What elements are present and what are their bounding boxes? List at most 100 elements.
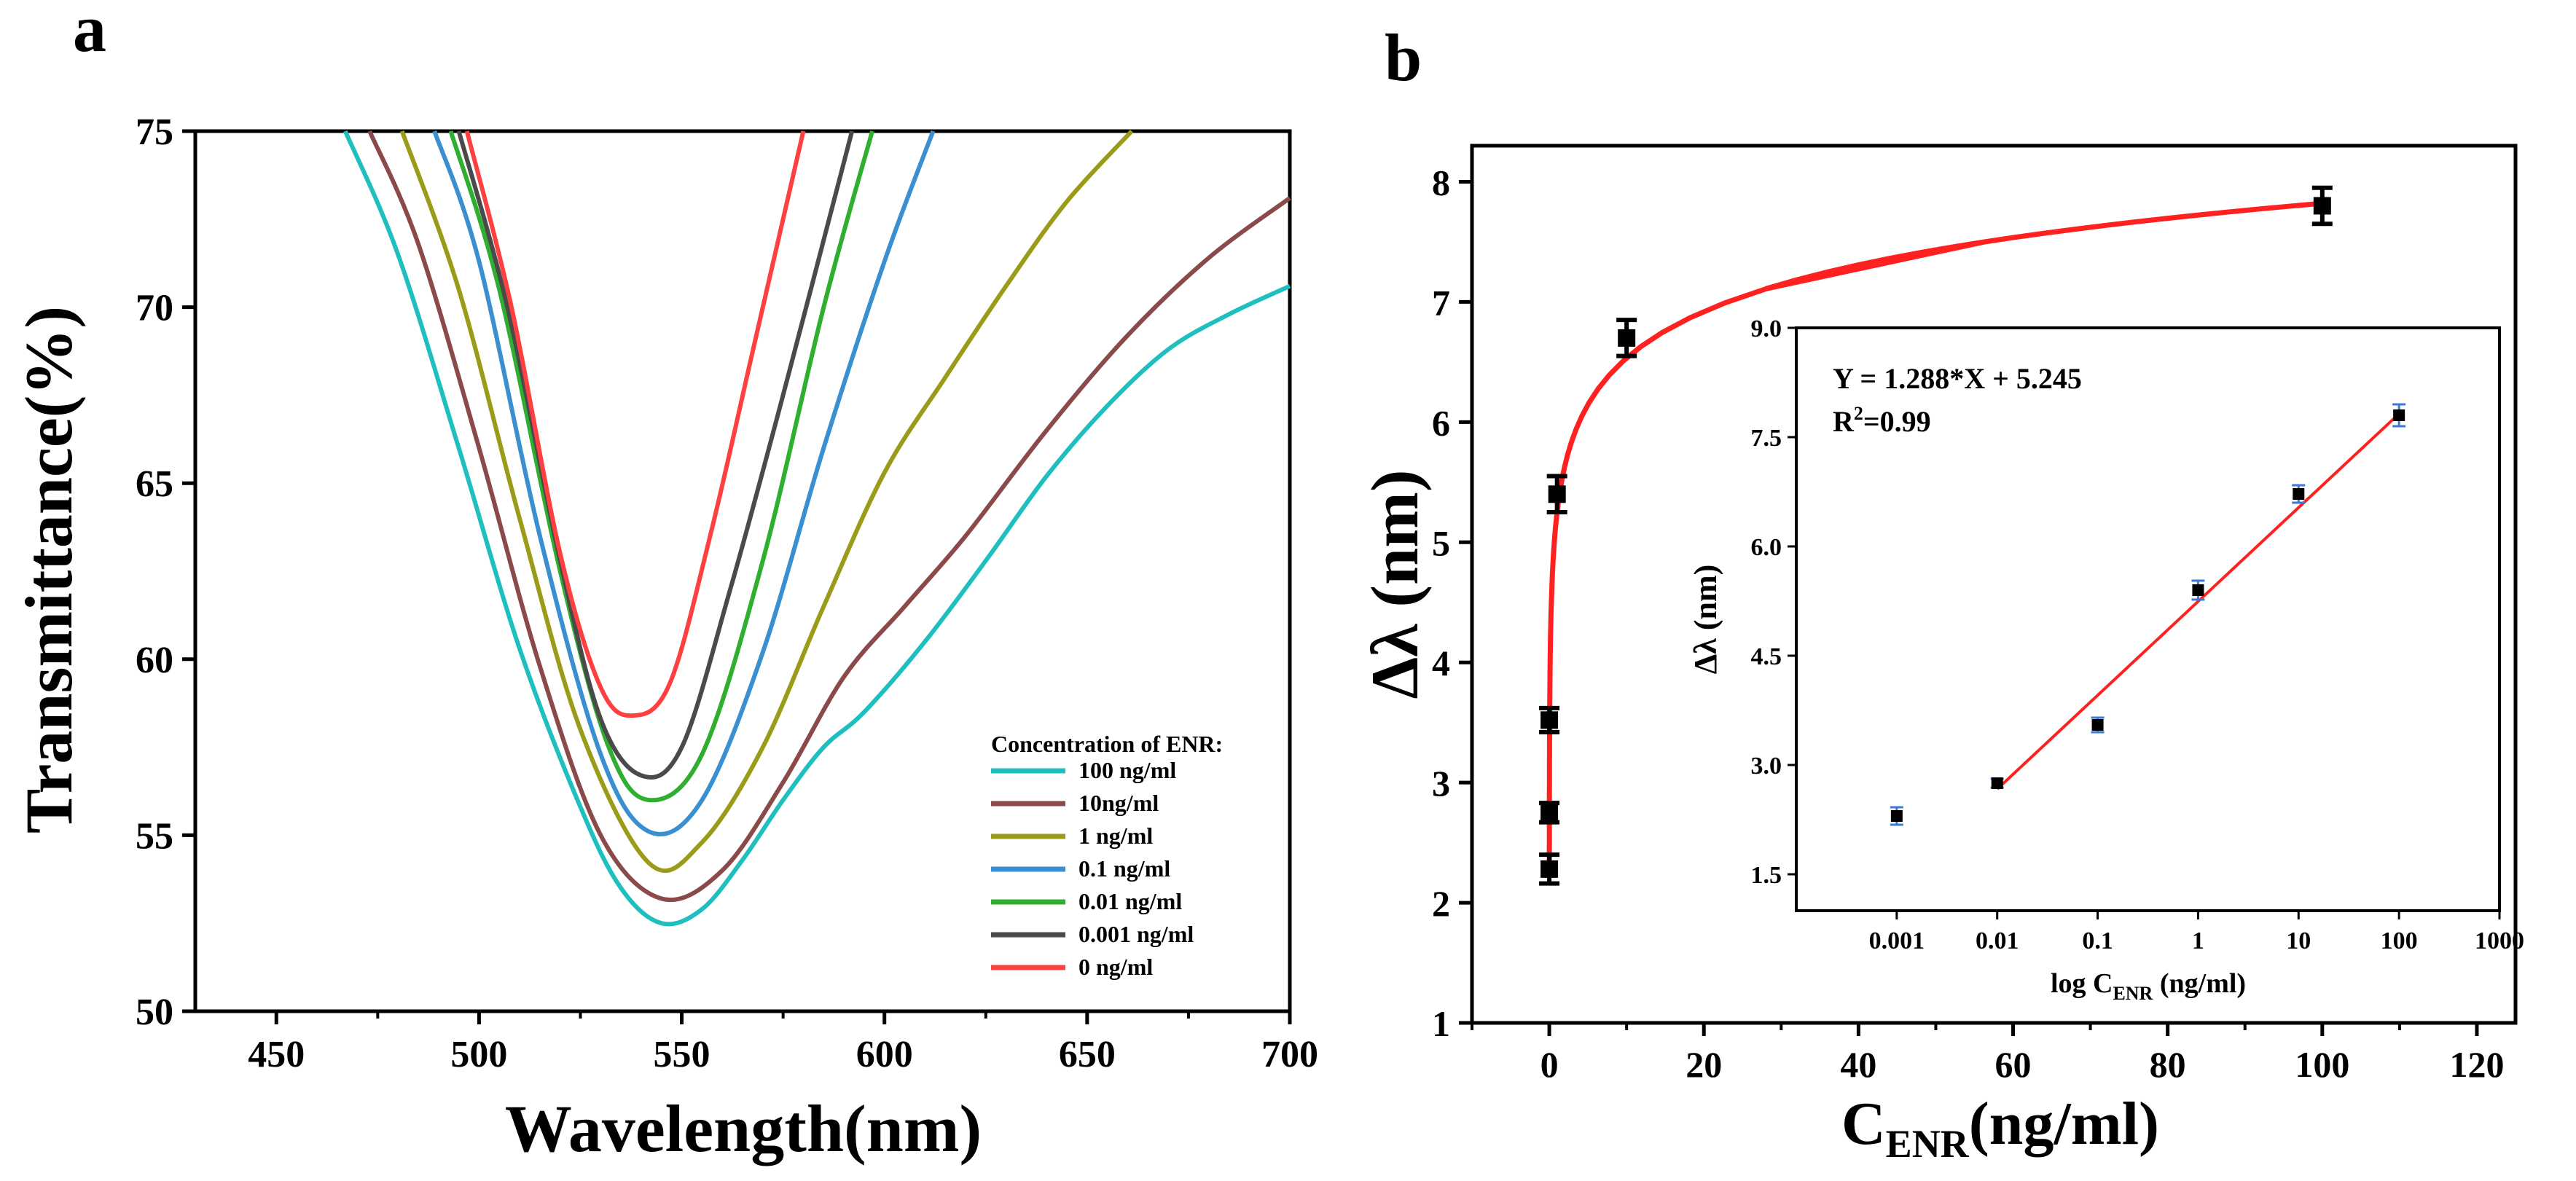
panel-b-inset: 0.001 0.01 0.1 1 10 100 1000 1.5 3.0 4.5 6.0 7.5 9.…: [1688, 315, 2524, 1004]
legend-entry-2: 1 ng/ml: [1078, 823, 1153, 849]
panel-b-label: b: [1385, 20, 1422, 95]
legend-entry-3: 0.1 ng/ml: [1078, 855, 1170, 882]
y-tick-label: 7: [1432, 282, 1450, 323]
panel-a-y-ticks: 50 55 60 65 70 75: [136, 111, 195, 1033]
x-label-main: C: [1841, 1090, 1886, 1158]
legend-entry-5: 0.001 ng/ml: [1078, 921, 1194, 947]
x-tick-label: 40: [1840, 1044, 1876, 1085]
data-point: [1548, 485, 1566, 503]
y-tick-label: 6: [1432, 402, 1450, 443]
x-tick-label: 100: [2295, 1044, 2349, 1085]
x-tick-label: 120: [2449, 1044, 2504, 1085]
inset-y-tick-label: 7.5: [1751, 425, 1782, 452]
x-label-sub: ENR: [1886, 1122, 1970, 1166]
inset-y-tick-label: 6.0: [1751, 534, 1782, 561]
inset-fit-line: [1996, 412, 2400, 790]
inset-data-points: [1890, 403, 2406, 826]
panel-a-series: [343, 129, 1291, 927]
inset-y-ticks: 1.5 3.0 4.5 6.0 7.5 9.0: [1751, 315, 1796, 889]
inset-y-axis-label: Δλ (nm): [1688, 565, 1723, 675]
y-tick-label: 2: [1432, 883, 1450, 924]
series-line-6: [464, 130, 806, 718]
y-tick-label: 5: [1432, 522, 1450, 563]
y-tick-label: 50: [136, 992, 173, 1033]
inset-x-tick-label: 0.001: [1869, 927, 1925, 954]
panel-b-x-ticks: 0 20 40 60 80 100 120: [1471, 1023, 2504, 1085]
inset-data-point: [2293, 488, 2305, 500]
inset-x-label-sub: ENR: [2113, 983, 2153, 1004]
panel-a-y-axis-label: Transmittance(%): [12, 306, 86, 833]
inset-r2: R2=0.99: [1833, 403, 1931, 438]
x-tick-label: 700: [1261, 1034, 1318, 1075]
inset-data-point: [1890, 810, 1903, 822]
y-tick-label: 65: [136, 463, 173, 505]
legend-title: Concentration of ENR:: [991, 731, 1223, 757]
series-line-5: [456, 130, 855, 780]
inset-x-tick-label: 100: [2381, 927, 2418, 954]
series-line-2: [399, 129, 1134, 874]
inset-y-tick-label: 9.0: [1751, 315, 1782, 342]
legend-entry-0: 100 ng/ml: [1078, 757, 1176, 783]
series-line-1: [367, 130, 1291, 903]
y-tick-label: 1: [1432, 1003, 1450, 1044]
y-tick-label: 4: [1432, 643, 1450, 683]
inset-y-tick-label: 3.0: [1751, 753, 1782, 780]
series-line-4: [448, 130, 874, 803]
data-point: [1540, 711, 1559, 729]
data-point: [2313, 197, 2331, 215]
inset-x-tick-label: 1000: [2475, 927, 2524, 954]
panel-a-label: a: [73, 0, 106, 66]
x-tick-label: 550: [654, 1034, 710, 1075]
inset-data-point: [1991, 777, 2003, 789]
x-tick-label: 650: [1059, 1034, 1116, 1075]
inset-data-point: [2091, 719, 2104, 731]
series-line-3: [432, 130, 936, 836]
inset-x-tick-label: 0.1: [2082, 927, 2113, 954]
r2-sup: 2: [1854, 403, 1863, 424]
panel-a-x-axis-label: Wavelength(nm): [505, 1091, 982, 1166]
inset-x-ticks: 0.001 0.01 0.1 1 10 100 1000: [1869, 911, 2524, 954]
legend-entry-6: 0 ng/ml: [1078, 954, 1153, 980]
x-tick-label: 0: [1540, 1044, 1559, 1085]
inset-frame: [1795, 326, 2501, 912]
legend-entry-4: 0.01 ng/ml: [1078, 888, 1182, 914]
inset-equation: Y = 1.288*X + 5.245: [1833, 362, 2082, 395]
inset-y-tick-label: 1.5: [1751, 862, 1782, 889]
y-tick-label: 70: [136, 288, 173, 329]
x-label-tail: (ng/ml): [1969, 1090, 2159, 1158]
inset-x-label-main: log C: [2051, 968, 2113, 999]
data-point: [1540, 804, 1559, 822]
legend-entry-1: 10ng/ml: [1078, 790, 1159, 816]
panel-b-y-ticks: 1 2 3 4 5 6 7 8: [1432, 162, 1472, 1044]
panel-b-frame: [1470, 144, 2518, 1025]
x-tick-label: 450: [248, 1034, 305, 1075]
y-tick-label: 60: [136, 640, 173, 681]
inset-x-tick-label: 1: [2192, 927, 2204, 954]
r2-prefix: R: [1833, 405, 1855, 438]
x-tick-label: 80: [2150, 1044, 2186, 1085]
data-point: [1618, 329, 1636, 347]
panel-b-data-points: [1539, 185, 2333, 886]
panel-a-x-ticks: 450 500 550 600 650 700: [248, 1011, 1318, 1075]
y-tick-label: 3: [1432, 763, 1450, 804]
x-tick-label: 500: [450, 1034, 507, 1075]
panel-a-frame: [193, 129, 1292, 1013]
x-tick-label: 600: [856, 1034, 913, 1075]
inset-y-tick-label: 4.5: [1751, 643, 1782, 670]
panel-b-fit-curve: [1546, 200, 2323, 869]
panel-b-y-axis-label: Δλ (nm): [1358, 470, 1432, 699]
inset-data-point: [2192, 584, 2204, 596]
x-tick-label: 60: [1995, 1044, 2032, 1085]
inset-x-tick-label: 10: [2286, 927, 2311, 954]
x-tick-label: 20: [1686, 1044, 1722, 1085]
y-tick-label: 8: [1432, 162, 1450, 203]
inset-data-point: [2393, 409, 2405, 421]
inset-x-tick-label: 0.01: [1976, 927, 2019, 954]
series-line-0: [343, 130, 1291, 927]
inset-x-axis-label: log CENR (ng/ml): [2051, 968, 2246, 1004]
y-tick-label: 75: [136, 111, 173, 153]
y-tick-label: 55: [136, 815, 173, 857]
inset-x-label-tail: (ng/ml): [2153, 968, 2246, 999]
